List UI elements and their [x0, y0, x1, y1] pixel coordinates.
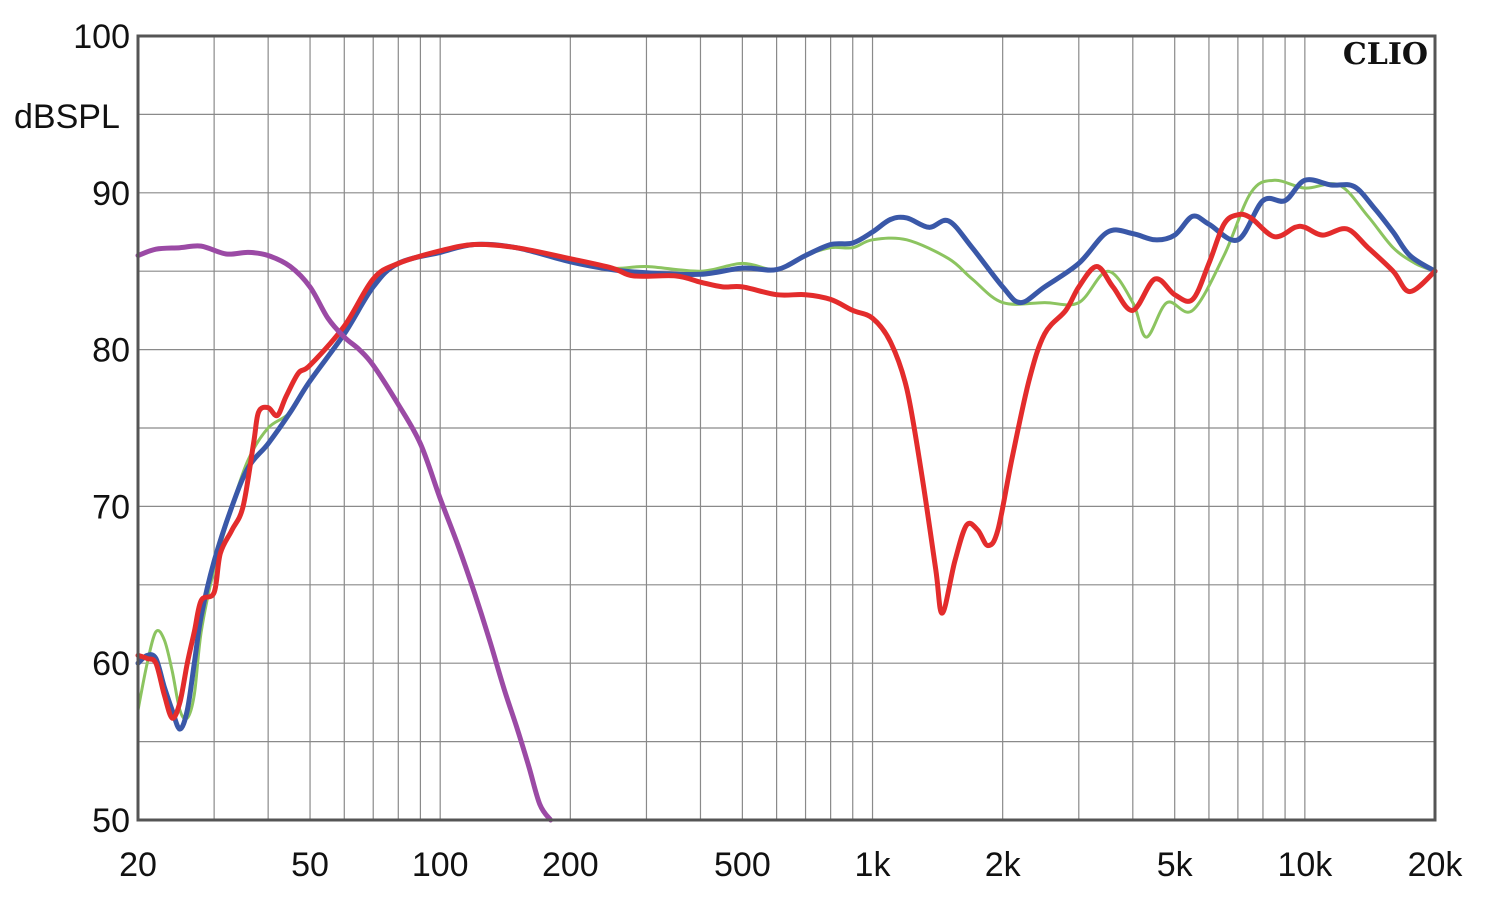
y-axis-label: dBSPL: [14, 98, 120, 136]
y-tick-label: 80: [92, 332, 130, 370]
series-line-4: [135, 243, 554, 823]
y-tick-label: 70: [92, 488, 130, 526]
y-tick-label: 60: [92, 645, 130, 683]
brand-label: CLIO: [1343, 37, 1428, 72]
series-line-2: [135, 177, 1438, 732]
x-tick-label: 500: [714, 846, 771, 884]
grid: [138, 36, 1435, 820]
x-tick-label: 20k: [1408, 846, 1464, 884]
x-tick-label: 10k: [1277, 846, 1333, 884]
x-tick-label: 5k: [1157, 846, 1194, 884]
y-tick-label: 90: [92, 175, 130, 213]
y-tick-label: 50: [92, 802, 130, 840]
series-group: [135, 177, 1438, 823]
y-tick-label: 100: [73, 18, 130, 56]
x-tick-label: 50: [291, 846, 329, 884]
series-line-3: [135, 211, 1438, 721]
series-line-1: [136, 178, 1437, 721]
x-tick-labels: 20 50 100 200 500 1k 2k 5k 10k 20k: [119, 846, 1463, 884]
y-tick-labels: 50 60 70 80 90 100: [73, 18, 130, 840]
x-tick-label: 1k: [855, 846, 892, 884]
x-tick-label: 100: [412, 846, 469, 884]
plot-frame: [136, 34, 1437, 822]
x-tick-label: 20: [119, 846, 157, 884]
x-tick-label: 2k: [985, 846, 1022, 884]
x-tick-label: 200: [542, 846, 599, 884]
